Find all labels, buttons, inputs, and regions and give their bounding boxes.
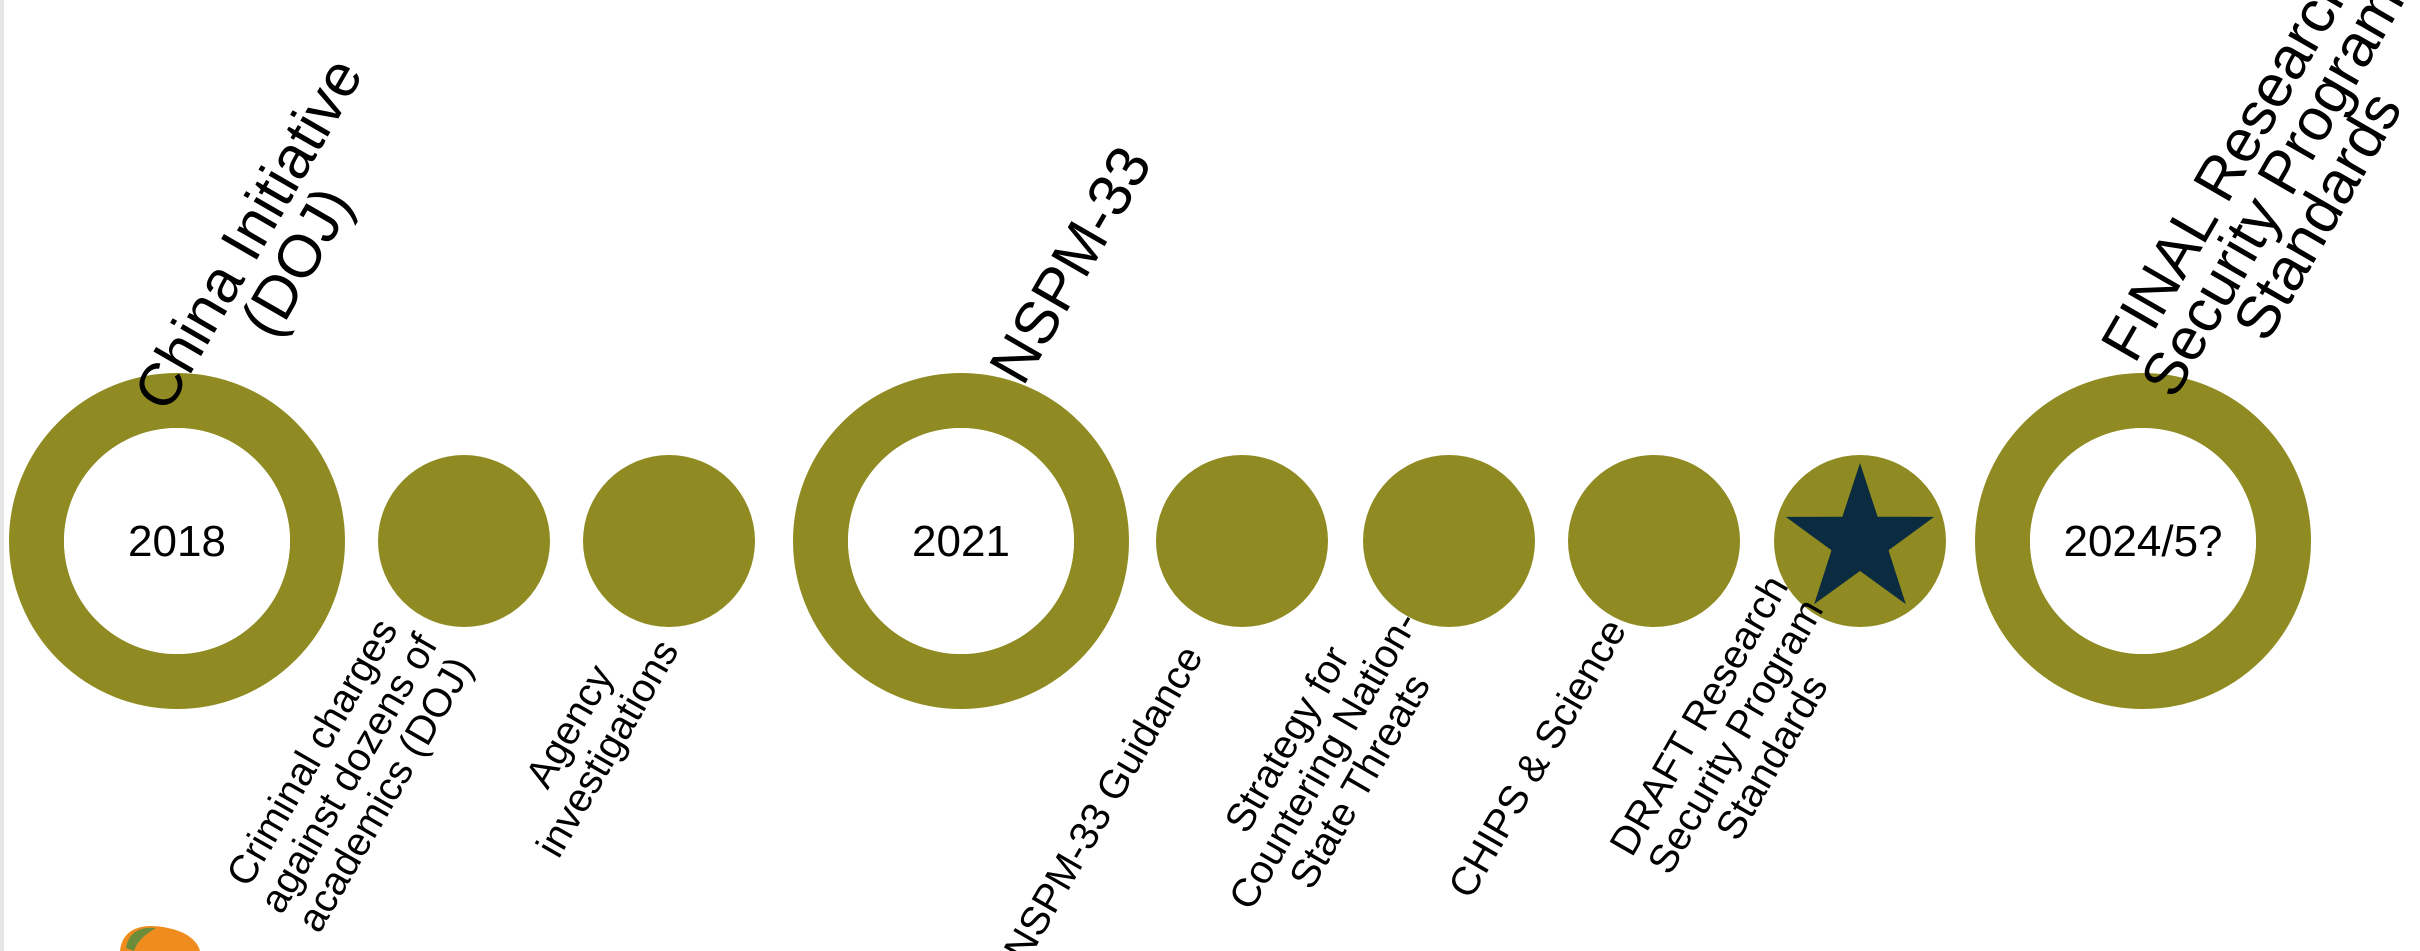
- label-e-agency: Agencyinvestigations: [490, 611, 687, 865]
- milestone-ring-m-2021: [793, 373, 1129, 709]
- star-icon: [1785, 463, 1935, 605]
- milestone-year-m-2018: 2018: [128, 517, 226, 566]
- label-m-2024: FINAL ResearchSecurity ProgramStandards: [2082, 0, 2420, 433]
- milestone-ring-center-m-2024: [2030, 428, 2256, 654]
- partial-logo-icon: [120, 926, 200, 951]
- label-e-strategy: Strategy forCountering Nation-State Thre…: [1184, 583, 1463, 938]
- milestone-ring-m-2024: [1975, 373, 2311, 709]
- left-edge-border: [0, 0, 4, 951]
- milestone-year-m-2021: 2021: [912, 517, 1010, 566]
- logo-green-shape: [126, 927, 156, 951]
- event-dot-e-guidance: [1156, 455, 1328, 627]
- label-line: CHIPS & Science: [1440, 612, 1635, 905]
- milestone-ring-center-m-2018: [64, 428, 290, 654]
- event-dot-e-charges: [378, 455, 550, 627]
- event-dot-e-agency: [583, 455, 755, 627]
- milestone-year-m-2024: 2024/5?: [2063, 517, 2222, 566]
- label-m-2021: NSPM-33: [976, 135, 1164, 394]
- label-line: NSPM-33: [976, 135, 1164, 394]
- milestone-ring-m-2018: [9, 373, 345, 709]
- label-m-2018: China Initiative(DOJ): [121, 47, 424, 449]
- label-e-chips: CHIPS & Science: [1440, 612, 1635, 905]
- event-dot-e-strategy: [1363, 455, 1535, 627]
- milestone-ring-center-m-2021: [848, 428, 1074, 654]
- event-dot-e-chips: [1568, 455, 1740, 627]
